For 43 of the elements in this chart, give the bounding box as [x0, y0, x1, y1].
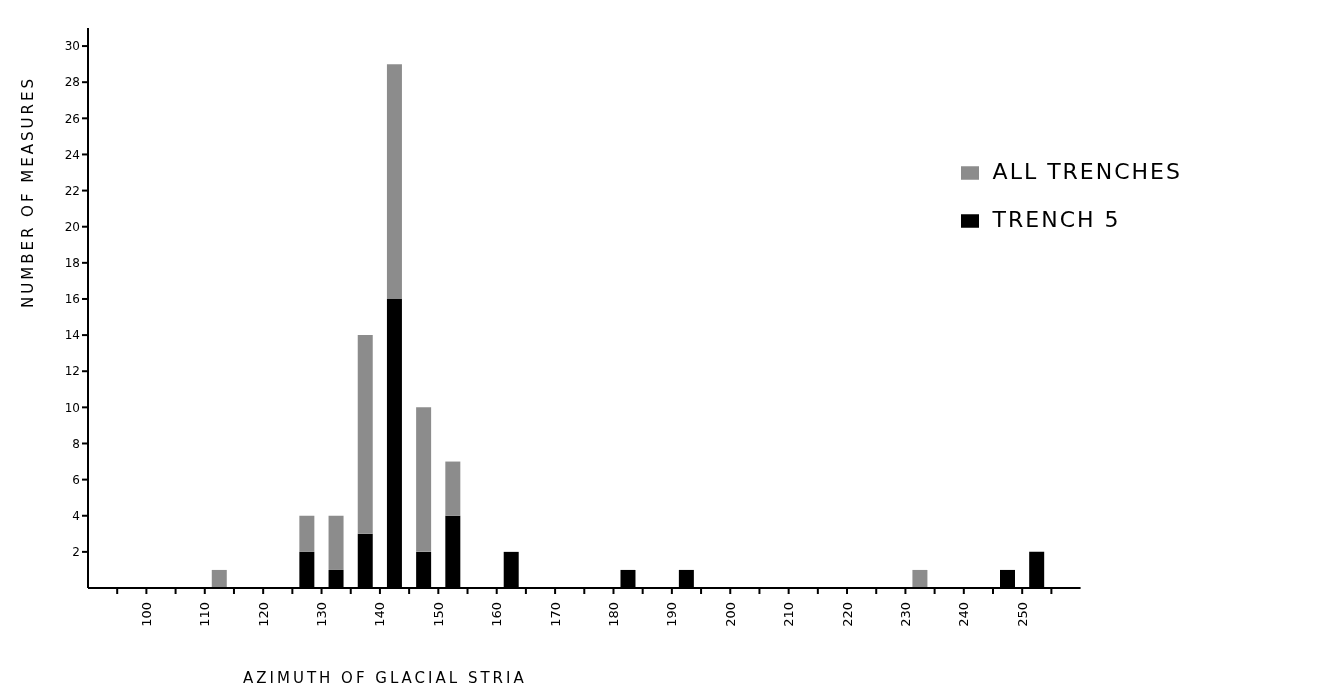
x-tick-label: 140 [372, 602, 388, 627]
y-axis-title: NUMBER OF MEASURES [19, 76, 38, 308]
x-tick-label: 220 [839, 602, 855, 627]
y-tick-label: 22 [64, 183, 80, 198]
y-tick-label: 28 [64, 75, 80, 90]
y-tick-label: 14 [64, 328, 80, 343]
legend-label: ALL TRENCHES [992, 159, 1182, 184]
x-tick-label: 230 [897, 602, 913, 627]
y-tick-label: 16 [64, 292, 80, 307]
x-tick-label: 190 [664, 602, 680, 627]
x-axis-title: AZIMUTH OF GLACIAL STRIA [243, 669, 527, 687]
x-tick-label: 100 [138, 602, 154, 627]
bar [328, 515, 344, 570]
bar [386, 64, 402, 299]
y-tick-label: 10 [64, 400, 80, 415]
x-tick-label: 150 [430, 602, 446, 627]
y-tick-label: 30 [64, 39, 80, 54]
y-tick-label: 26 [64, 111, 80, 126]
bar [912, 569, 928, 588]
x-tick-label: 170 [547, 602, 563, 627]
bar [211, 569, 227, 588]
x-tick-label: 200 [722, 602, 738, 627]
bar [445, 461, 461, 516]
x-tick-label: 160 [489, 602, 505, 627]
x-tick-label: 250 [1014, 602, 1030, 627]
y-tick-label: 6 [72, 472, 80, 487]
y-tick-label: 2 [72, 545, 80, 560]
x-tick-label: 210 [781, 602, 797, 627]
legend-label: TRENCH 5 [992, 207, 1121, 232]
x-tick-label: 120 [255, 602, 271, 627]
y-tick-label: 20 [64, 219, 80, 234]
x-tick-label: 130 [314, 602, 330, 627]
x-tick-label: 110 [197, 602, 213, 627]
bar [299, 515, 315, 552]
y-tick-label: 18 [64, 256, 80, 271]
x-tick-label: 240 [956, 602, 972, 627]
y-tick-label: 8 [72, 436, 80, 451]
y-tick-label: 4 [72, 509, 80, 523]
bar [416, 407, 432, 552]
bar [357, 335, 373, 534]
x-tick-label: 180 [605, 602, 621, 627]
y-tick-label: 12 [64, 364, 80, 379]
y-tick-label: 24 [64, 147, 80, 162]
